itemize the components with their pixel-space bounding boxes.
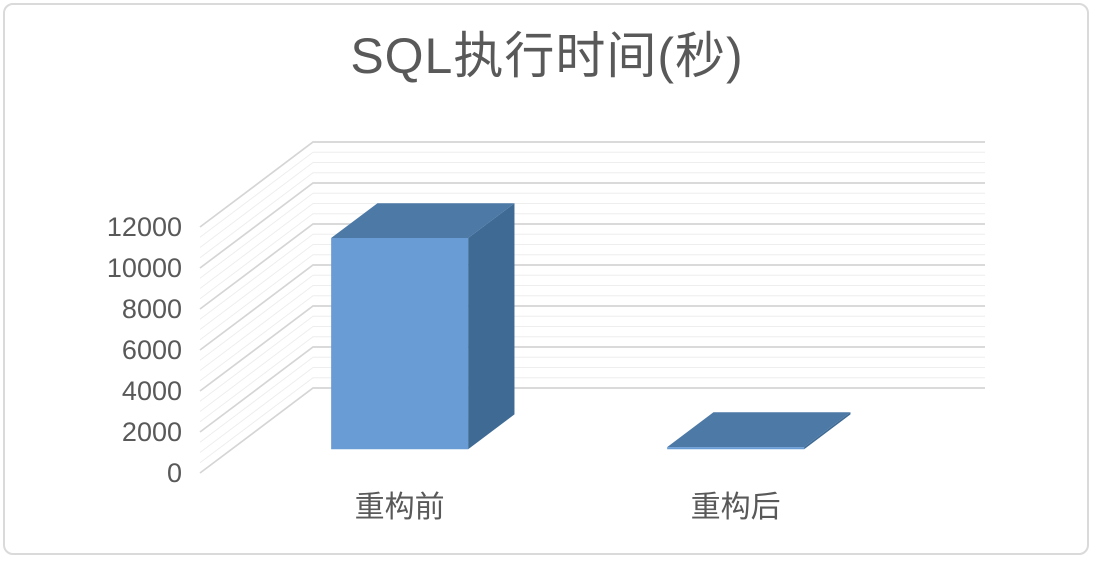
gridline-minor xyxy=(199,377,985,464)
bar-side-face xyxy=(804,412,851,450)
gridline-minor xyxy=(199,326,985,412)
gridline-major xyxy=(199,387,985,474)
y-axis-tick-label: 8000 xyxy=(122,294,182,324)
y-axis-tick-label: 12000 xyxy=(107,212,182,242)
y-axis-tick-label: 2000 xyxy=(122,417,182,447)
gridline-minor xyxy=(199,254,985,341)
bar-front-face xyxy=(331,238,469,450)
gridline-minor xyxy=(199,233,985,320)
gridline-minor xyxy=(199,336,985,423)
gridline-minor xyxy=(199,274,985,361)
chart-title: SQL执行时间(秒) xyxy=(350,28,744,84)
y-axis-tick-label: 6000 xyxy=(122,335,182,365)
y-axis-tick-label: 4000 xyxy=(122,376,182,406)
gridline-minor xyxy=(199,356,985,443)
x-axis-category-label: 重构后 xyxy=(691,491,781,524)
x-axis-category-label: 重构前 xyxy=(355,491,445,524)
gridline-major xyxy=(199,264,985,351)
gridline-major xyxy=(199,223,985,310)
gridline-minor xyxy=(199,285,985,371)
gridline-minor xyxy=(199,315,985,402)
y-axis-tick-label: 10000 xyxy=(107,253,182,283)
gridline-minor xyxy=(199,295,985,382)
gridline-minor xyxy=(199,244,985,330)
gridline-minor xyxy=(199,192,985,279)
gridline-minor xyxy=(199,213,985,300)
gridline-minor xyxy=(199,367,985,453)
gridline-minor xyxy=(199,151,985,238)
gridline-minor xyxy=(199,203,985,289)
bar-top-face xyxy=(331,203,515,239)
gridline-major xyxy=(199,182,985,269)
gridline-minor xyxy=(199,162,985,248)
bar-side-face xyxy=(468,203,515,450)
gridline-major xyxy=(199,346,985,433)
bar-front-face xyxy=(667,447,805,450)
gridline-major xyxy=(199,141,985,228)
bar-top-face xyxy=(667,412,851,448)
y-axis-tick-label: 0 xyxy=(167,458,182,488)
gridline-major xyxy=(199,305,985,392)
chart-panel xyxy=(3,3,1089,555)
gridline-minor xyxy=(199,172,985,259)
